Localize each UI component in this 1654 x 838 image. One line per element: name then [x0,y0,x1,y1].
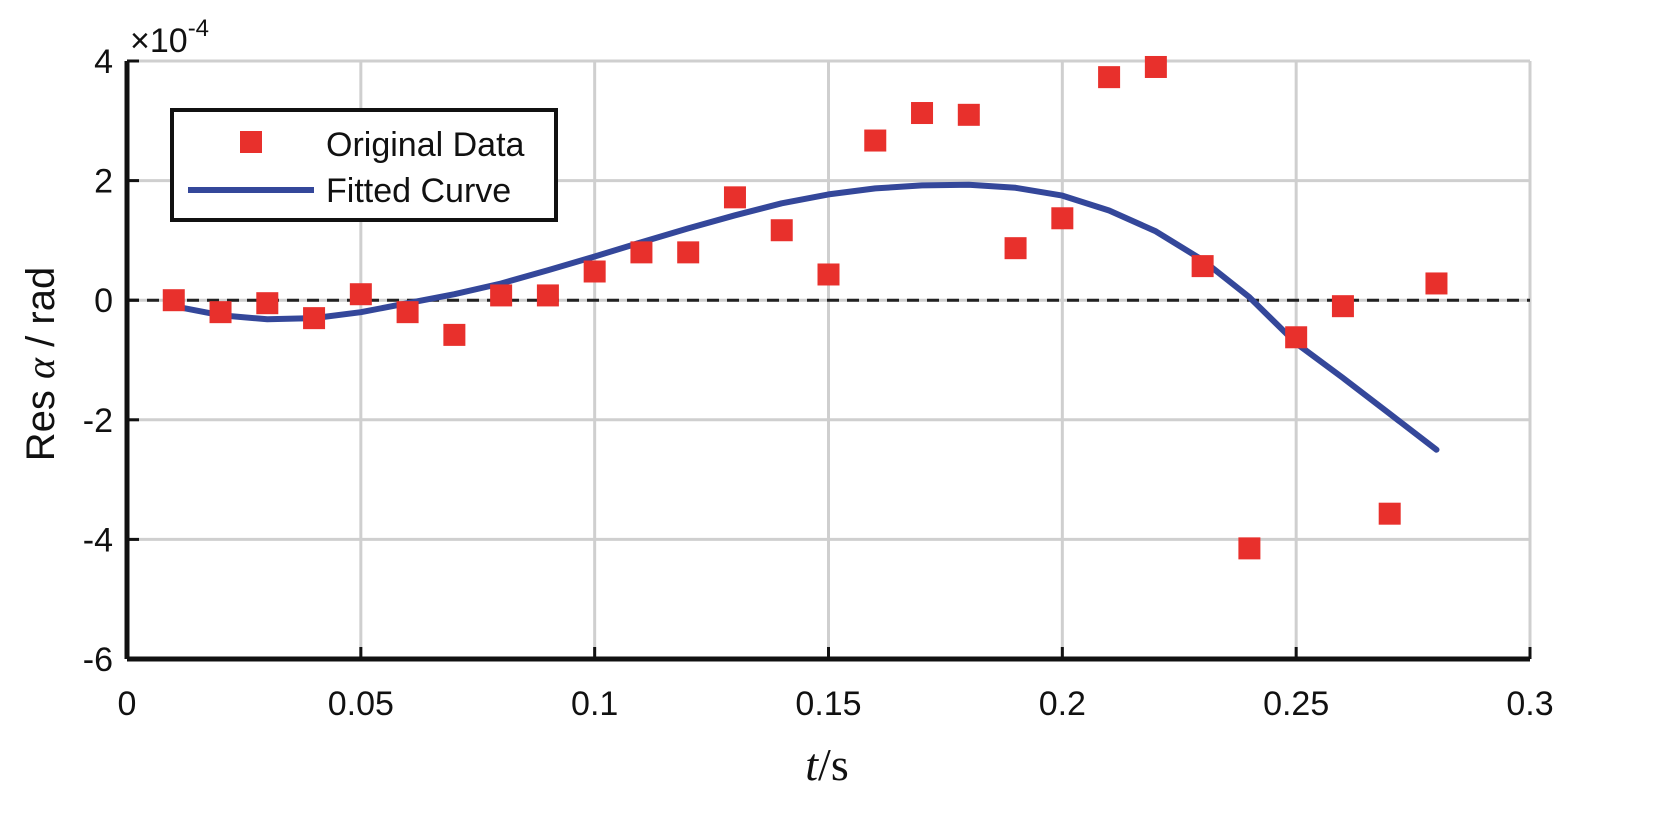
data-point [536,284,559,307]
x-tick-label: 0.3 [1506,685,1553,723]
y-tick-label: -2 [83,402,113,440]
y-tick-label: 4 [94,43,113,81]
legend: Original Data Fitted Curve [170,108,558,222]
data-point [1331,295,1354,318]
data-point [1098,66,1121,89]
data-point [1004,237,1027,260]
data-point [1051,207,1074,230]
data-point [256,292,279,315]
data-point [396,301,419,324]
data-point [583,260,606,283]
data-point [1378,502,1401,525]
y-ticks: -6 -4 -2 0 2 4 [83,43,139,679]
legend-label-fitted-curve: Fitted Curve [326,172,511,210]
fitted-curve-layer [170,181,1440,453]
y-axis-label: Res α / rad [18,267,63,461]
data-point [677,241,700,264]
x-tick-label: 0.2 [1039,685,1086,723]
y-tick-label: -4 [83,521,113,559]
y-tick-label: -6 [83,641,113,679]
data-point [957,103,980,126]
data-point [723,186,746,209]
data-point [1144,55,1167,78]
data-point [864,129,887,152]
data-point [490,284,513,307]
x-tick-label: 0 [118,685,137,723]
grid [127,59,1532,659]
data-point [911,102,934,125]
data-point [1425,272,1448,295]
series-line-fitted-curve [170,181,1440,453]
data-point [817,263,840,286]
legend-label-original-data: Original Data [326,126,525,164]
legend-marker-original-data [240,131,262,153]
legend-box [170,108,558,222]
data-point [770,219,793,242]
data-points [162,55,1448,560]
data-point [162,289,185,312]
x-tick-label: 0.05 [328,685,394,723]
x-tick-label: 0.1 [571,685,618,723]
y-tick-label: 2 [94,163,113,201]
data-point [630,241,653,264]
data-point [443,323,466,346]
data-point [1191,255,1214,278]
y-axis-multiplier: ×10-4 [130,15,209,60]
data-point [1285,326,1308,349]
x-tick-label: 0.25 [1263,685,1329,723]
data-point [1238,537,1261,560]
x-tick-label: 0.15 [795,685,861,723]
data-point [303,307,326,330]
x-axis-label: t/s [805,739,848,790]
y-tick-label: 0 [94,282,113,320]
data-point [209,301,232,324]
data-point [349,283,372,306]
x-ticks: 0 0.05 0.1 0.15 0.2 0.25 0.3 [118,647,1554,723]
